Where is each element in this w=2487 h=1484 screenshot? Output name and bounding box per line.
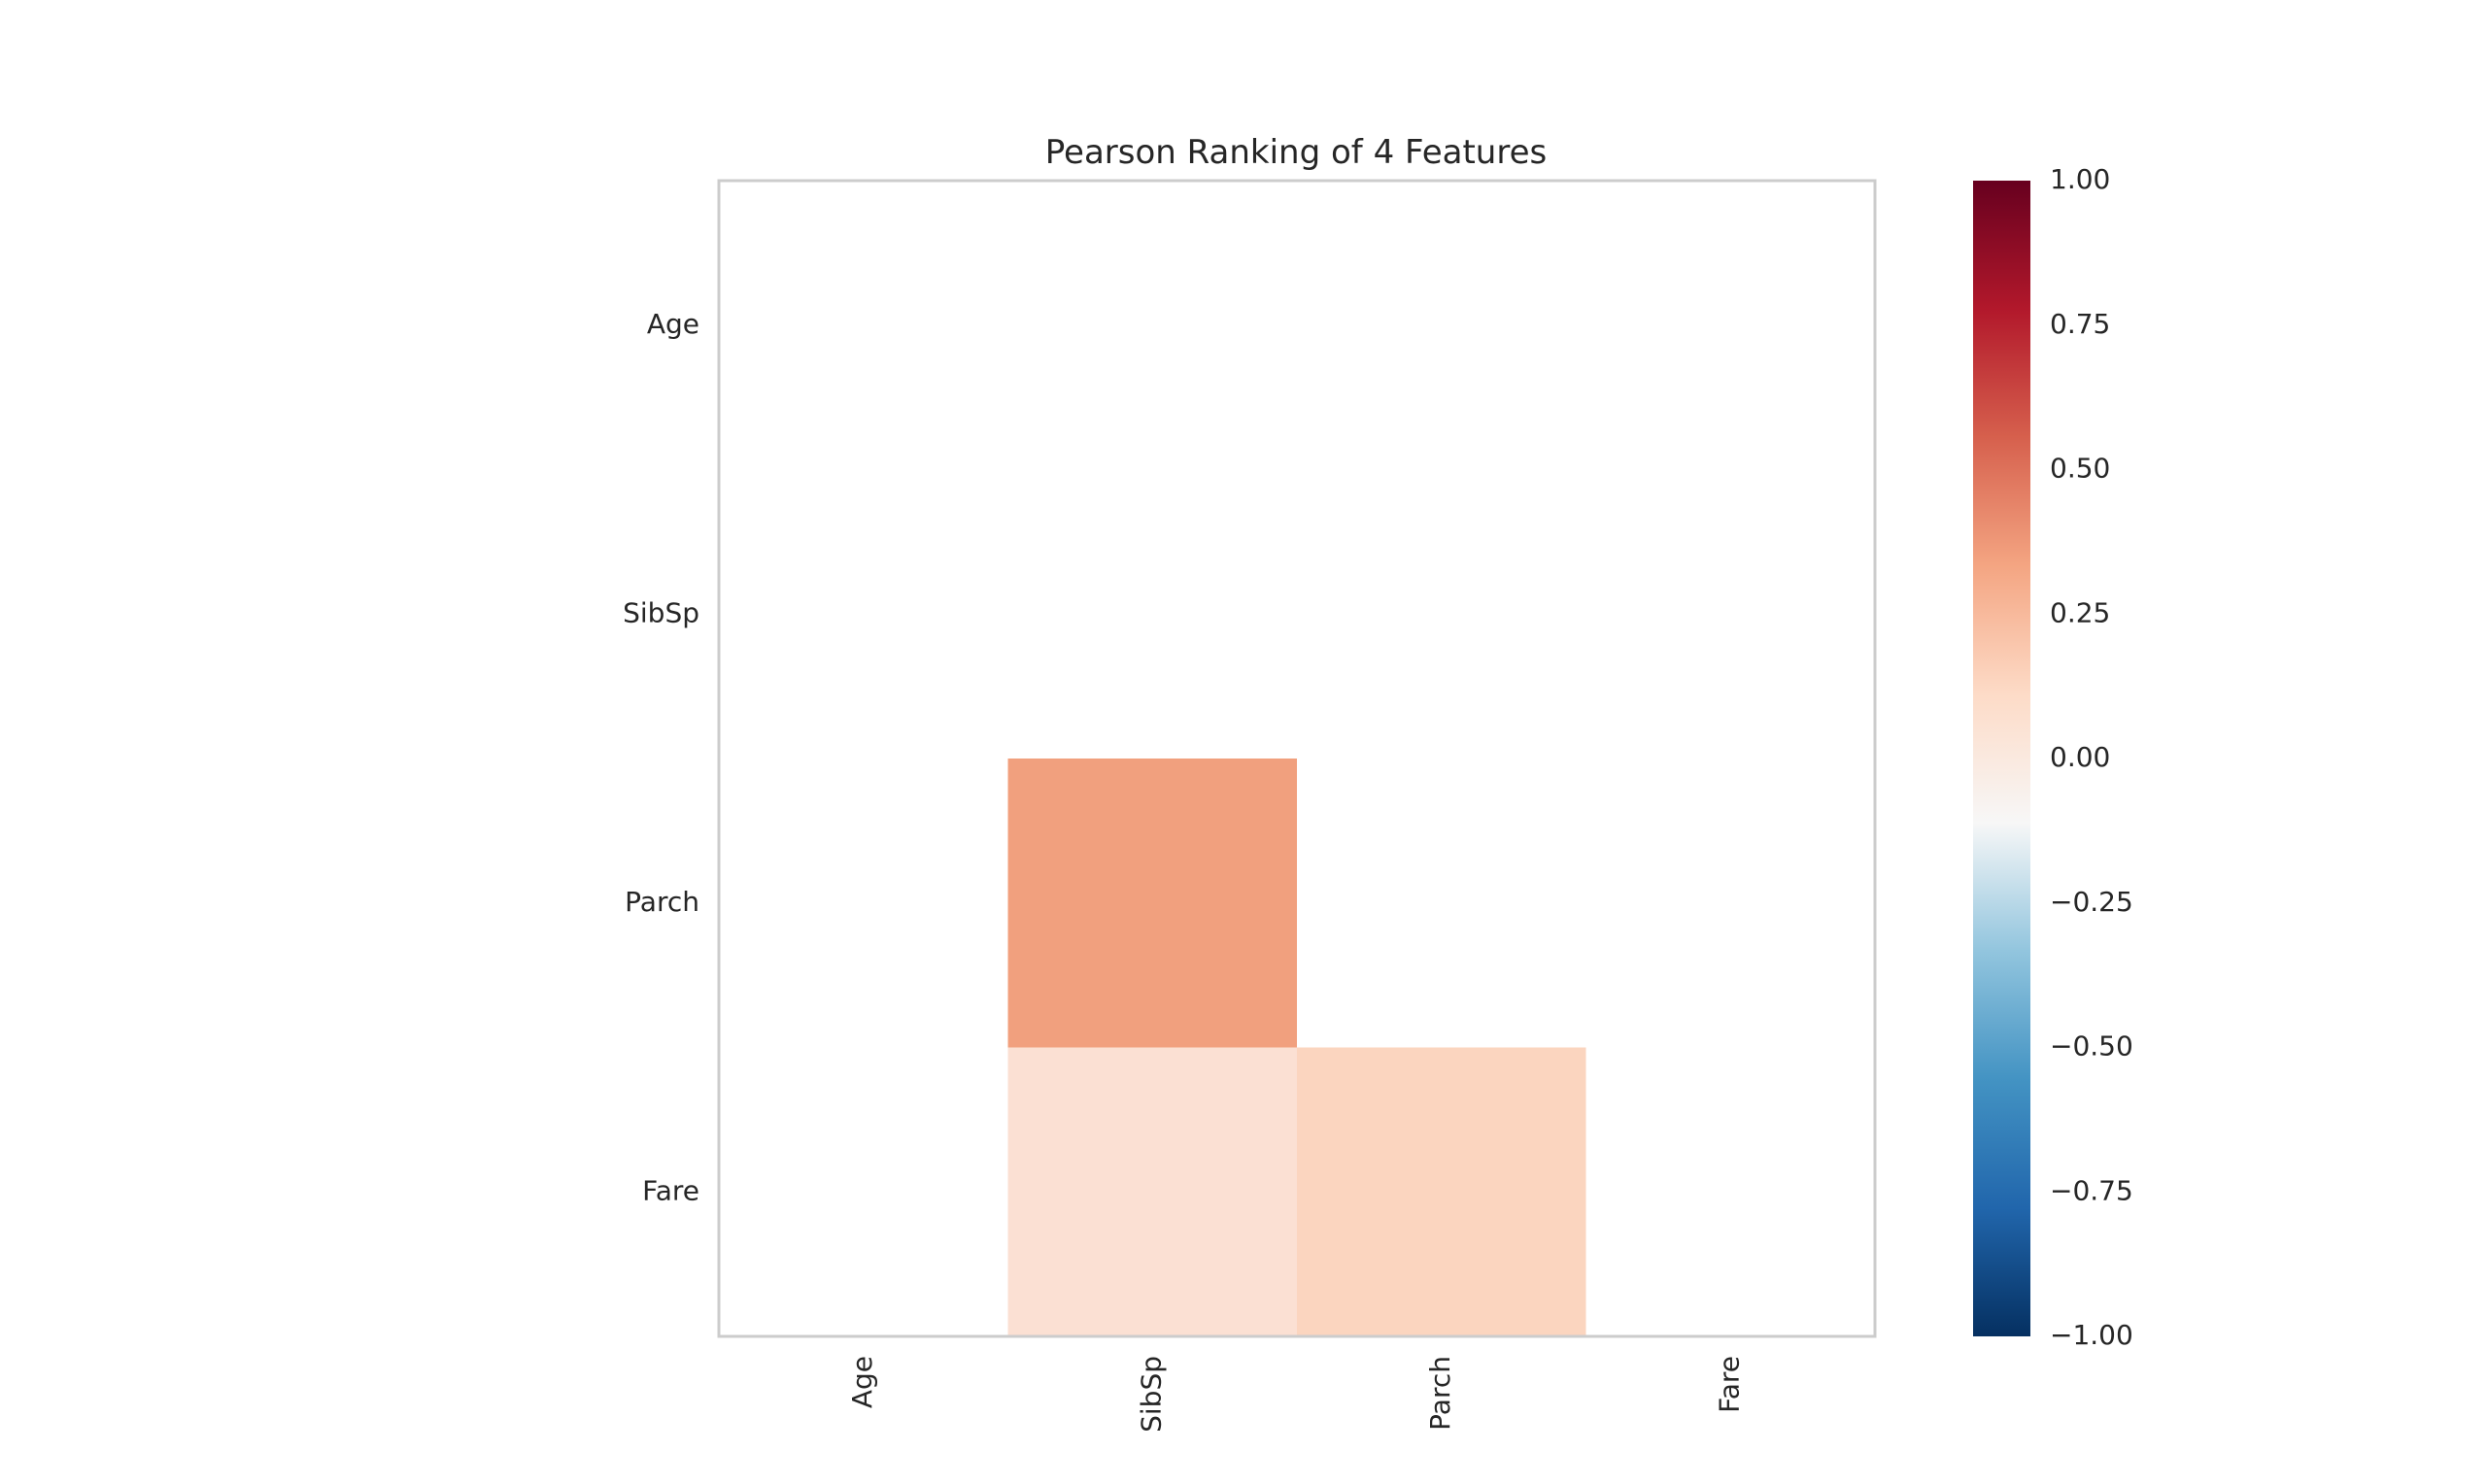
heatmap-cell-fare-parch (1297, 1047, 1586, 1336)
colorbar-tick-label: −1.00 (2050, 1319, 2133, 1351)
plot-frame (717, 179, 1877, 1338)
colorbar-tick-labels: 1.00 0.75 0.50 0.25 0.00 −0.25 −0.50 −0.75 −1.00 (2050, 163, 2133, 1351)
colorbar-tick-label: 0.75 (2050, 308, 2110, 340)
colorbar-tick-label: −0.75 (2050, 1174, 2133, 1206)
y-tick-label: SibSp (623, 596, 699, 628)
heatmap-cells (1007, 759, 1586, 1336)
heatmap-cell-fare-sibsp (1007, 1047, 1297, 1336)
colorbar-tick-label: 0.25 (2050, 596, 2110, 628)
colorbar-tick-label: −0.50 (2050, 1030, 2133, 1062)
x-tick-label: SibSp (1135, 1356, 1167, 1433)
colorbar-tick-label: 0.50 (2050, 453, 2110, 485)
colorbar-tick-label: −0.25 (2050, 886, 2133, 918)
x-tick-label: Parch (1424, 1356, 1456, 1431)
heatmap-cell-parch-sibsp (1007, 759, 1297, 1048)
chart-title: Pearson Ranking of 4 Features (1045, 133, 1547, 172)
colorbar-tick-label: 1.00 (2050, 163, 2110, 195)
colorbar (1973, 181, 2030, 1336)
colorbar-tick-label: 0.00 (2050, 741, 2110, 773)
x-tick-label: Fare (1713, 1356, 1745, 1413)
y-tick-label: Fare (642, 1174, 699, 1206)
y-tick-label: Age (647, 308, 699, 340)
x-axis-tick-labels: Age SibSp Parch Fare (846, 1356, 1746, 1433)
y-axis-tick-labels: Age SibSp Parch Fare (623, 308, 699, 1207)
y-tick-label: Parch (625, 886, 699, 918)
x-tick-label: Age (846, 1356, 878, 1408)
